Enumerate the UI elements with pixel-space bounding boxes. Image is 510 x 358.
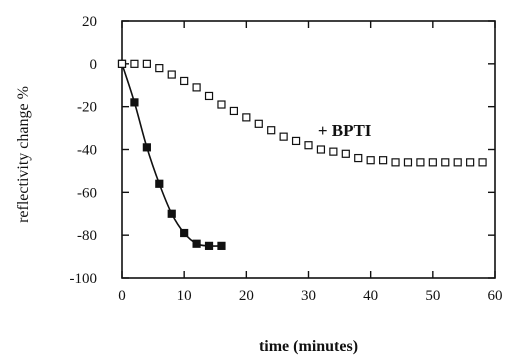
series-0-point (167, 209, 176, 218)
series-0-point (204, 241, 214, 250)
series-1-point (267, 126, 276, 135)
series-1-point (117, 59, 127, 68)
series-1-point (217, 100, 226, 109)
plot-frame (121, 20, 496, 279)
series-1-point (316, 145, 326, 154)
series-1-point (229, 106, 238, 116)
y-tick-label: 0 (90, 57, 98, 73)
series-1-point (142, 59, 151, 68)
series-1-point (130, 59, 139, 68)
x-tick-label: 30 (301, 288, 316, 304)
x-axis-label: time (minutes) (259, 338, 358, 355)
series-1-point (167, 70, 176, 79)
x-axis-ticks: 0 10 20 30 40 50 60 (118, 21, 503, 304)
series-1-point (279, 132, 288, 141)
series-1-point (254, 119, 263, 128)
series-1-point (180, 76, 189, 86)
x-tick-label: 10 (177, 288, 192, 304)
y-tick-label: -80 (77, 228, 97, 244)
series-0-point (155, 179, 164, 188)
y-tick-label: -40 (77, 143, 97, 159)
annotation-bpti: + BPTI (318, 121, 372, 140)
series-1-point (155, 64, 164, 73)
series-1-point (354, 153, 363, 163)
series-0-point (192, 239, 201, 248)
series-1-point (304, 141, 313, 150)
series-0-point (217, 241, 226, 250)
series-1-point (341, 149, 350, 158)
series-1-point (391, 158, 400, 167)
y-tick-label: -20 (77, 100, 97, 116)
series-points (117, 59, 487, 250)
series-0-point (130, 98, 139, 107)
series-1-point (242, 113, 251, 122)
series-0-point (142, 143, 151, 152)
series-1-point (291, 136, 301, 146)
series-lines (121, 63, 222, 247)
y-tick-label: -60 (77, 185, 97, 201)
series-1-point (416, 158, 425, 167)
y-axis-label: reflectivity change % (15, 86, 32, 223)
y-tick-label: -100 (70, 271, 98, 287)
series-1-point (379, 156, 388, 165)
series-1-point (466, 158, 475, 167)
series-1-point (478, 158, 487, 167)
x-tick-label: 40 (363, 288, 378, 304)
series-1-point (403, 158, 413, 167)
series-1-point (453, 158, 462, 167)
series-0-line (121, 63, 222, 247)
series-1-point (204, 91, 214, 101)
series-0-point (180, 228, 189, 238)
x-tick-label: 20 (239, 288, 254, 304)
y-tick-label: 20 (82, 14, 97, 30)
series-1-point (441, 158, 450, 167)
series-1-point (329, 147, 338, 156)
y-axis-ticks: 20 0 -20 -40 -60 -80 -100 (70, 14, 495, 287)
series-1-point (366, 156, 375, 165)
axes (121, 20, 496, 279)
x-tick-label: 50 (425, 288, 440, 304)
series-1-point (192, 83, 201, 92)
x-tick-label: 60 (488, 288, 503, 304)
x-tick-label: 0 (118, 288, 126, 304)
series-1-point (428, 158, 437, 167)
